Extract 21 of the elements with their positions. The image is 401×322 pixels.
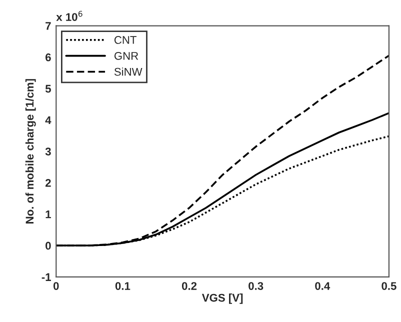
x-tick-label: 0.3 — [248, 282, 264, 290]
y-tick-label: 1 — [46, 210, 51, 218]
y-tick-label: 3 — [45, 148, 51, 156]
y-tick-label: -1 — [42, 273, 51, 281]
y-tick-label: 5 — [45, 84, 51, 93]
x-tick-label: 0.5 — [382, 282, 396, 290]
y-tick-label: 2 — [45, 179, 51, 187]
y-tick-label: 0 — [46, 242, 51, 250]
x-tick-label: 0.2 — [182, 282, 197, 290]
x-axis-title: VGS [V] — [202, 294, 243, 304]
x-tick-label: 0 — [53, 282, 59, 290]
legend-label: CNT — [114, 36, 136, 44]
x-tick-label: 0.4 — [315, 282, 330, 290]
y-tick-label: 6 — [46, 53, 51, 62]
legend-label: SiNW — [114, 68, 142, 76]
x-tick-label: 0.1 — [115, 282, 130, 290]
y-axis-title: No. of mobile charge [1/cm] — [25, 79, 36, 224]
text: x 10$^{6}$ — [56, 10, 82, 21]
y-tick-label: 7 — [46, 22, 51, 30]
y-tick-label: 4 — [45, 116, 52, 124]
legend-label: GNR — [114, 52, 138, 60]
